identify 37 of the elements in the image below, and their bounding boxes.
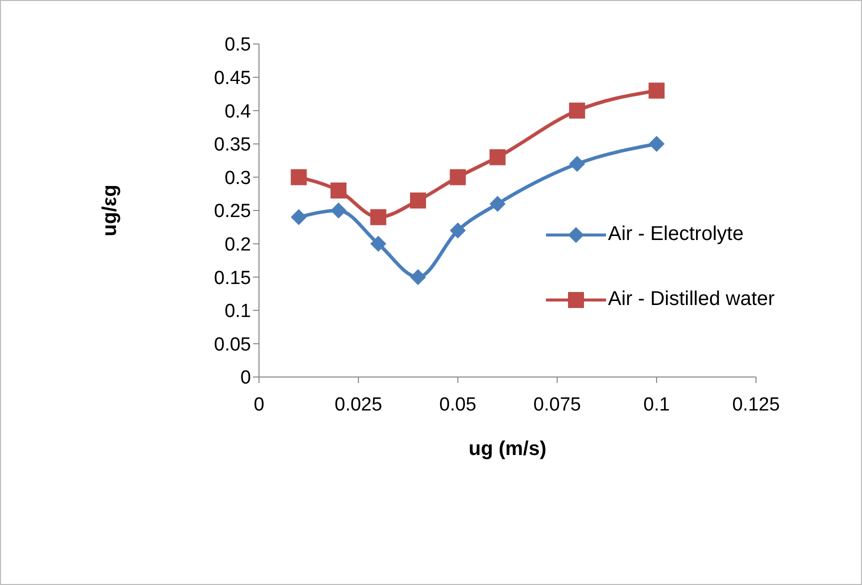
x-tick-label: 0 — [254, 394, 264, 416]
y-tick-label: 0.3 — [224, 168, 251, 189]
y-axis-title: ug/εg — [99, 184, 122, 236]
point — [330, 182, 347, 199]
legend-label: Air - Electrolyte — [608, 223, 744, 246]
point — [330, 202, 347, 218]
point — [410, 192, 426, 209]
x-axis-title: ug (m/s) — [468, 438, 546, 460]
point — [290, 169, 307, 186]
point — [648, 82, 665, 99]
y-tick-label: 0.15 — [214, 268, 251, 289]
y-tick-label: 0.2 — [224, 234, 251, 256]
x-tick-label: 0.05 — [439, 394, 476, 416]
y-tick-label: 0.25 — [214, 201, 251, 222]
point — [450, 169, 466, 186]
point — [290, 209, 307, 226]
y-tick-label: 0 — [240, 368, 251, 389]
point — [569, 156, 586, 172]
y-tick-label: 0.5 — [224, 34, 251, 56]
point — [450, 222, 466, 238]
y-tick-label: 0.45 — [214, 68, 251, 90]
point — [490, 149, 506, 166]
y-tick-label: 0.35 — [214, 134, 251, 156]
y-tick-label: 0.1 — [224, 301, 251, 322]
point — [648, 136, 665, 152]
x-tick-label: 0.1 — [643, 394, 670, 416]
point — [490, 196, 506, 212]
x-tick-label: 0.025 — [334, 394, 382, 416]
point — [370, 236, 386, 252]
point — [370, 209, 386, 226]
point — [569, 102, 586, 119]
point — [410, 269, 426, 286]
x-tick-label: 0.125 — [732, 394, 780, 416]
y-tick-label: 0.4 — [224, 101, 252, 122]
x-tick-label: 0.075 — [533, 394, 581, 416]
y-tick-label: 0.05 — [214, 334, 251, 356]
legend-label: Air - Distilled water — [608, 288, 775, 311]
